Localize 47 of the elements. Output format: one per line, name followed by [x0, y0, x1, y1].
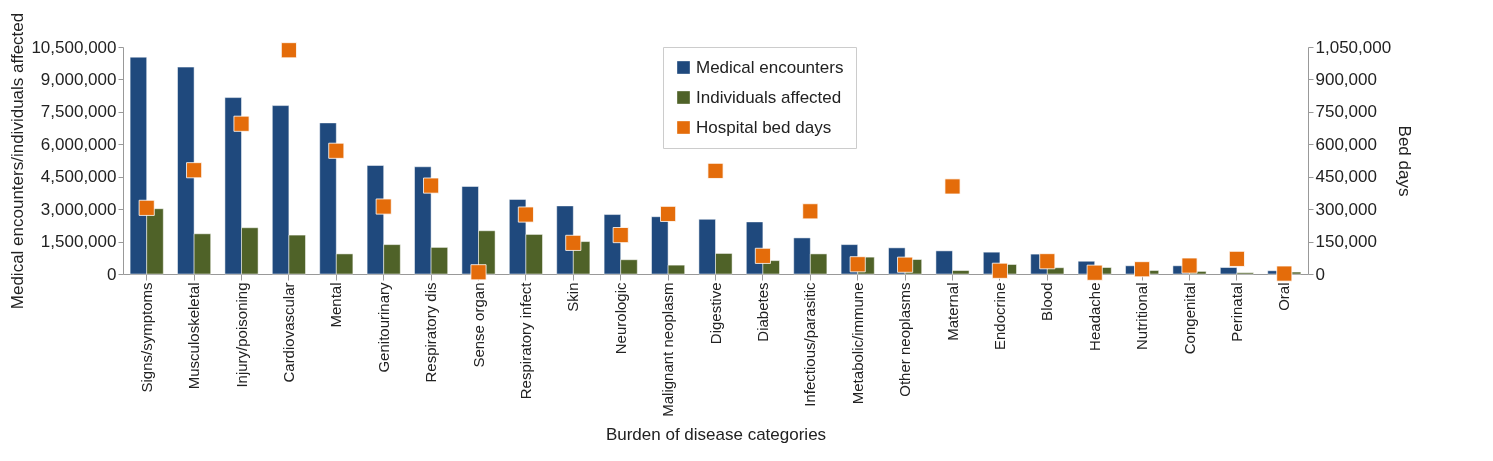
- x-tick-label: Nutritional: [1133, 282, 1151, 351]
- y2-tick-label: 750,000: [1315, 102, 1377, 122]
- y-tick-label: 6,000,000: [40, 134, 117, 154]
- y2-tick-label: 0: [1315, 264, 1325, 284]
- y-tick-label: 9,000,000: [40, 69, 117, 89]
- x-tick-label: Mental: [327, 282, 345, 328]
- y2-axis-title: Bed days: [1395, 125, 1415, 197]
- x-tick-label: Musculoskeletal: [185, 282, 203, 390]
- x-tick-label: Respiratory dis: [422, 282, 440, 383]
- x-tick-label: Maternal: [943, 282, 961, 341]
- x-tick-label: Injury/poisoning: [232, 282, 250, 388]
- y2-tick-label: 600,000: [1315, 134, 1377, 154]
- y2-tick-label: 150,000: [1315, 232, 1377, 252]
- legend-label: Individuals affected: [696, 87, 842, 107]
- x-tick-label: Perinatal: [1227, 282, 1245, 342]
- x-tick-label: Skin: [564, 282, 582, 312]
- x-tick-label: Respiratory infect: [516, 281, 534, 400]
- y2-tick-label: 300,000: [1315, 199, 1377, 219]
- y-tick-label: 0: [107, 264, 117, 284]
- y-tick-label: 3,000,000: [40, 199, 117, 219]
- y-tick-label: 1,500,000: [40, 232, 117, 252]
- x-tick-label: Endocrine: [990, 282, 1008, 351]
- y-axis-title: Medical encounters/individuals affected: [8, 12, 28, 310]
- x-tick-label: Malignant neoplasm: [659, 282, 677, 417]
- x-tick-label: Diabetes: [753, 282, 771, 342]
- x-tick-label: Oral: [1275, 282, 1293, 311]
- y-tick-label: 7,500,000: [40, 102, 117, 122]
- x-tick-label: Headache: [1085, 282, 1103, 351]
- x-axis-title: Burden of disease categories: [605, 424, 827, 444]
- x-tick-label: Sense organ: [469, 282, 487, 368]
- x-tick-label: Cardiovascular: [279, 282, 297, 383]
- x-tick-label: Metabolic/immune: [848, 282, 866, 405]
- y2-tick-label: 450,000: [1315, 167, 1377, 187]
- x-tick-label: Blood: [1038, 282, 1056, 321]
- x-tick-label: Digestive: [706, 282, 724, 345]
- x-tick-label: Genitourinary: [374, 282, 392, 373]
- x-tick-label: Neurologic: [611, 282, 629, 355]
- x-tick-label: Infectious/parasitic: [801, 282, 819, 407]
- y-tick-label: 4,500,000: [40, 167, 117, 187]
- y-tick-label: 10,500,000: [31, 37, 117, 57]
- x-tick-label: Other neoplasms: [896, 282, 914, 397]
- x-tick-label: Signs/symptoms: [137, 282, 155, 393]
- x-tick-label: Congenital: [1180, 282, 1198, 355]
- legend-label: Medical encounters: [696, 57, 844, 77]
- legend-label: Hospital bed days: [696, 117, 832, 137]
- y2-tick-label: 1,050,000: [1315, 37, 1392, 57]
- y2-tick-label: 900,000: [1315, 69, 1377, 89]
